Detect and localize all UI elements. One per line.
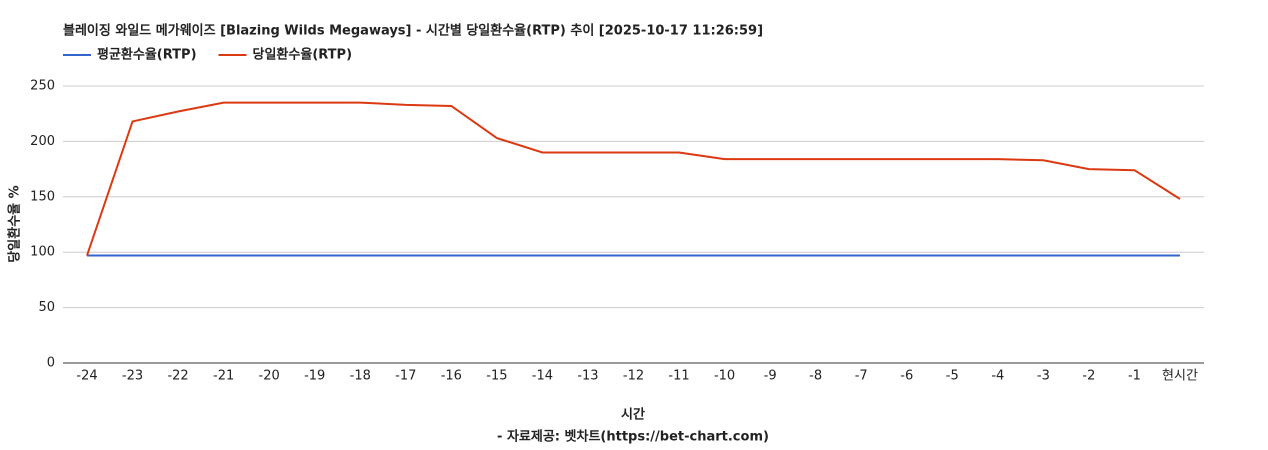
x-tick-label: -22 <box>167 369 188 384</box>
x-tick-label: -5 <box>946 369 959 384</box>
x-tick-label: -11 <box>668 369 689 384</box>
x-tick-label: -16 <box>441 369 462 384</box>
source: - 자료제공: 벳차트(https://bet-chart.com) <box>497 429 769 445</box>
legend-label: 평균환수율(RTP) <box>97 47 197 63</box>
y-axis-title: 당일환수율 % <box>7 185 23 262</box>
y-tick-label: 50 <box>38 300 55 315</box>
chart-title: 블레이징 와일드 메가웨이즈 [Blazing Wilds Megaways] … <box>63 23 763 39</box>
x-tick-label: -7 <box>855 369 868 384</box>
x-tick-label: -18 <box>350 369 371 384</box>
y-tick-label: 200 <box>30 134 55 149</box>
x-tick-label: -6 <box>900 369 913 384</box>
x-tick-label: -20 <box>259 369 280 384</box>
x-tick-label: -21 <box>213 369 234 384</box>
x-tick-label: -17 <box>395 369 416 384</box>
x-tick-label: -15 <box>486 369 507 384</box>
x-tick-label: -2 <box>1082 369 1095 384</box>
y-tick-label: 150 <box>30 189 55 204</box>
y-tick-label: 0 <box>47 356 55 371</box>
x-tick-label: -24 <box>76 369 97 384</box>
legend-label: 당일환수율(RTP) <box>253 47 353 63</box>
y-tick-label: 250 <box>30 79 55 94</box>
x-tick-label: -13 <box>577 369 598 384</box>
line-series <box>86 101 1181 256</box>
x-tick-label: -1 <box>1128 369 1141 384</box>
x-tick-label: -19 <box>304 369 325 384</box>
y-tick-label: 100 <box>30 245 55 260</box>
x-tick-label: -4 <box>991 369 1004 384</box>
x-tick-label: -14 <box>532 369 553 384</box>
x-tick-label: 현시간 <box>1162 369 1198 384</box>
x-tick-label: -3 <box>1037 369 1050 384</box>
x-tick-label: -9 <box>764 369 777 384</box>
x-tick-label: -12 <box>623 369 644 384</box>
x-tick-label: -8 <box>809 369 822 384</box>
x-tick-label: -10 <box>714 369 735 384</box>
x-tick-label: -23 <box>122 369 143 384</box>
x-axis-title: 시간 <box>621 407 645 423</box>
